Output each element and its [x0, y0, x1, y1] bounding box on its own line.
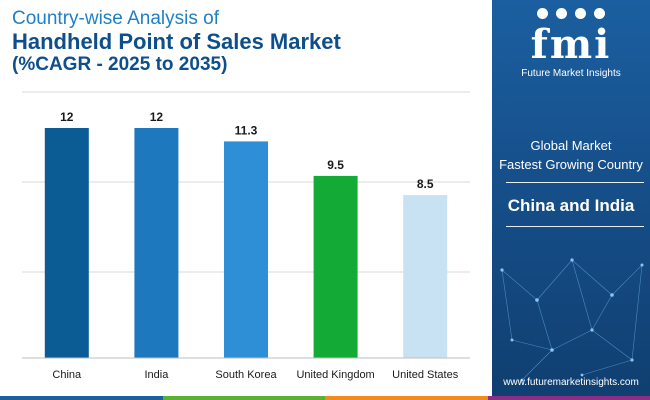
strip-segment: [487, 396, 650, 400]
bar-chart: 12 China 12 India 11.3 South Korea 9.5 United K…: [22, 91, 470, 381]
fmi-logo: fmi Future Market Insights: [492, 8, 650, 79]
data-label: 9.5: [327, 158, 344, 172]
chart-title: Country-wise Analysis of Handheld Point …: [12, 8, 341, 76]
data-label: 12: [60, 110, 74, 124]
strip-segment: [325, 396, 488, 400]
logo-letters: fmi: [530, 21, 612, 68]
title-line-2: Handheld Point of Sales Market: [12, 29, 341, 54]
website-url: www.futuremarketinsights.com: [503, 377, 639, 388]
x-tick-label: China: [52, 369, 82, 381]
bar: [44, 128, 89, 358]
x-tick-label: United States: [392, 369, 459, 381]
data-label: 8.5: [417, 177, 434, 191]
bar: [134, 128, 179, 358]
strip-segment: [0, 396, 163, 400]
data-label: 12: [150, 110, 164, 124]
data-label: 11.3: [235, 123, 258, 137]
x-tick-label: India: [144, 369, 169, 381]
x-tick-label: South Korea: [215, 369, 277, 381]
circle-icon: [594, 8, 605, 19]
strip-segment: [162, 396, 325, 400]
x-tick-label: United Kingdom: [296, 369, 374, 381]
bar: [224, 141, 268, 358]
circle-icon: [556, 8, 567, 19]
circle-icon: [537, 8, 548, 19]
logo-icons: [492, 8, 650, 22]
logo-subtitle: Future Market Insights: [521, 68, 621, 79]
side-panel: fmi Future Market Insights Global Market…: [492, 0, 650, 400]
bottom-color-strip: [0, 396, 650, 400]
title-line-3: (%CAGR - 2025 to 2035): [12, 54, 228, 75]
circle-icon: [575, 8, 586, 19]
bar: [403, 195, 448, 358]
network-graphic: [500, 258, 644, 382]
panel-label-fastest: Fastest Growing Country: [499, 157, 643, 172]
bar: [313, 175, 358, 358]
panel-highlight: China and India: [507, 196, 635, 215]
panel-divider-top: [506, 182, 644, 183]
panel-label-global: Global Market: [530, 138, 612, 153]
title-line-1: Country-wise Analysis of: [12, 8, 219, 29]
panel-divider-bottom: [506, 226, 644, 227]
